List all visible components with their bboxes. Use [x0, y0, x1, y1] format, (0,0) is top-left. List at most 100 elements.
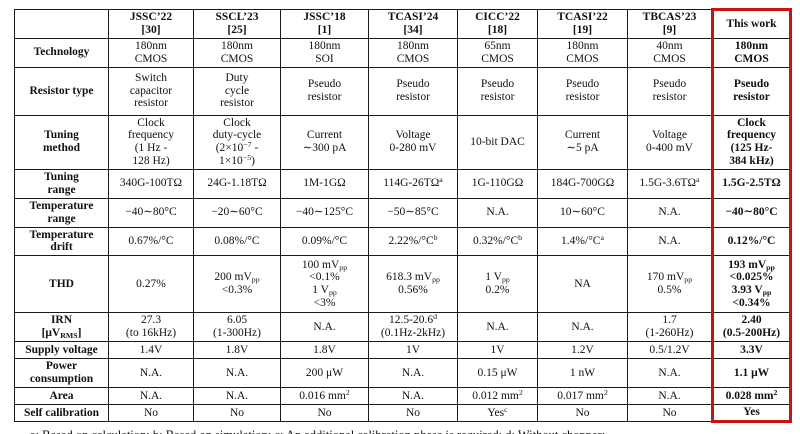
table-cell: No	[537, 404, 628, 422]
table-cell: No	[627, 404, 713, 422]
table-cell: Pseudo resistor	[457, 66, 538, 116]
column-header: TCASI’22 [19]	[537, 9, 628, 39]
table-cell: 1.8V	[193, 341, 281, 360]
table-cell: N.A.	[280, 312, 369, 343]
table-cell: Current ∼5 pA	[537, 114, 628, 170]
table-cell: 193 mVpp <0.025% 3.93 Vpp <0.34%	[711, 255, 792, 314]
table-cell: N.A.	[108, 387, 194, 405]
table-cell: 0.08%/°C	[193, 226, 281, 257]
table-cell: 180nm CMOS	[368, 37, 458, 68]
table-row: Area N.A. N.A. 0.016 mm2 N.A. 0.012 mm2 0.017 …	[14, 387, 792, 405]
table-cell: Clock frequency (125 Hz- 384 kHz)	[711, 114, 792, 170]
table-cell: Yesc	[457, 404, 538, 422]
table-cell: 1.1 μW	[711, 358, 792, 388]
table-cell: Clock frequency (1 Hz -128 Hz)	[108, 114, 194, 170]
table-cell: 0.5/1.2V	[627, 341, 713, 360]
table-row: Tuning range 340G-100TΩ 24G-1.18TΩ 1M-1GΩ 114…	[14, 169, 792, 199]
table-cell: Yes	[711, 404, 792, 423]
table-cell: 180nm CMOS	[193, 37, 281, 68]
table-cell: 2.40 (0.5-200Hz)	[711, 312, 792, 343]
table-cell: 618.3 mVpp 0.56%	[368, 255, 458, 314]
table-cell: 100 mVpp <0.1% 1 Vpp <3%	[280, 255, 369, 314]
row-label: Power consumption	[14, 358, 109, 388]
table-cell: No	[280, 404, 369, 422]
table-cell: 200 μW	[280, 358, 369, 388]
table-row: Self calibration No No No No Yesc No No Yes	[14, 404, 792, 423]
row-label: IRN [μVRMS]	[14, 312, 109, 343]
table-cell: 340G-100TΩ	[108, 169, 194, 199]
table-cell: 40nm CMOS	[627, 37, 713, 68]
table-cell: 1.2V	[537, 341, 628, 360]
column-header: SSCL’23 [25]	[193, 9, 281, 39]
table-cell: Pseudo resistor	[627, 66, 713, 116]
table-cell: 180nm CMOS	[537, 37, 628, 68]
table-cell: 1M-1GΩ	[280, 169, 369, 199]
table-cell: 3.3V	[711, 341, 792, 360]
table-cell: N.A.	[537, 312, 628, 343]
comparison-table: JSSC’22 [30] SSCL’23 [25] JSSC’18 [1] TCASI’24…	[14, 8, 792, 423]
table-cell: N.A.	[457, 197, 538, 228]
column-header: CICC’22 [18]	[457, 9, 538, 39]
table-cell: N.A.	[627, 197, 713, 228]
row-label: Tuning method	[14, 114, 109, 170]
table-body: Technology 180nm CMOS 180nm CMOS 180nm SOI 180n…	[14, 37, 792, 423]
table-cell: 0.016 mm2	[280, 387, 369, 405]
table-cell: Voltage 0-280 mV	[368, 114, 458, 170]
table-cell: −40∼80°C	[711, 197, 792, 228]
table-cell: −20∼60°C	[193, 197, 281, 228]
table-cell: N.A.	[193, 358, 281, 388]
table-cell: 27.3 (to 16kHz)	[108, 312, 194, 343]
column-header: TCASI’24 [34]	[368, 9, 458, 39]
row-label: Area	[14, 387, 109, 405]
row-label: Supply voltage	[14, 341, 109, 360]
table-cell: −50∼85°C	[368, 197, 458, 228]
table-cell: 1.4V	[108, 341, 194, 360]
table-row: Tuning method Clock frequency (1 Hz -128 Hz)…	[14, 114, 792, 170]
table-cell: 180nm SOI	[280, 37, 369, 68]
table-cell: 1.5G-2.5TΩ	[711, 169, 792, 199]
table-cell: 1.7 (1-260Hz)	[627, 312, 713, 343]
table-cell: 1.5G-3.6TΩa	[627, 169, 713, 199]
table-cell: N.A.	[368, 358, 458, 388]
table-cell: Pseudo resistor	[368, 66, 458, 116]
table-cell: 184G-700GΩ	[537, 169, 628, 199]
table-cell: N.A.	[108, 358, 194, 388]
table-cell: 1.4%/°Ca	[537, 226, 628, 257]
table-cell: 0.15 μW	[457, 358, 538, 388]
table-cell: 180nm CMOS	[108, 37, 194, 68]
table-cell: N.A.	[193, 387, 281, 405]
row-label: Temperature drift	[14, 226, 109, 257]
table-cell: N.A.	[627, 387, 713, 405]
table-row: Temperature drift 0.67%/°C 0.08%/°C 0.09%/°C…	[14, 226, 792, 257]
table-row: IRN [μVRMS] 27.3 (to 16kHz) 6.05 (1-300Hz) N.A…	[14, 312, 792, 343]
table-cell: 180nm CMOS	[711, 37, 792, 68]
column-header: JSSC’22 [30]	[108, 9, 194, 39]
row-label: Technology	[14, 37, 109, 68]
table-cell: 0.27%	[108, 255, 194, 314]
row-label: THD	[14, 255, 109, 314]
table-cell: −40∼125°C	[280, 197, 369, 228]
table-cell: 2.22%/°Cb	[368, 226, 458, 257]
table-cell: Clock duty-cycle (2×10−7 -1×10−5)	[193, 114, 281, 170]
table-cell: 0.67%/°C	[108, 226, 194, 257]
table-cell: Pseudo resistor	[280, 66, 369, 116]
table-cell: 10-bit DAC	[457, 114, 538, 170]
table-row: Supply voltage 1.4V 1.8V 1.8V 1V 1V 1.2V 0.5/1.…	[14, 341, 792, 360]
table-cell: N.A.	[457, 312, 538, 343]
table-cell: 1.8V	[280, 341, 369, 360]
table-cell: Pseudo resistor	[711, 66, 792, 116]
table-cell: −40∼80°C	[108, 197, 194, 228]
table-cell: 1V	[457, 341, 538, 360]
table-cell: 0.012 mm2	[457, 387, 538, 405]
column-header: TBCAS’23 [9]	[627, 9, 713, 39]
table-row: THD 0.27% 200 mVpp <0.3% 100 mVpp <0.1% 1 Vpp <…	[14, 255, 792, 314]
table-cell: 1 Vpp 0.2%	[457, 255, 538, 314]
column-header: This work	[711, 8, 792, 39]
table-cell: 0.32%/°Cb	[457, 226, 538, 257]
table-cell: 200 mVpp <0.3%	[193, 255, 281, 314]
table-cell: 0.12%/°C	[711, 226, 792, 257]
table-cell: N.A.	[627, 226, 713, 257]
table-cell: 1G-110GΩ	[457, 169, 538, 199]
table-cell: 0.028 mm2	[711, 387, 792, 405]
